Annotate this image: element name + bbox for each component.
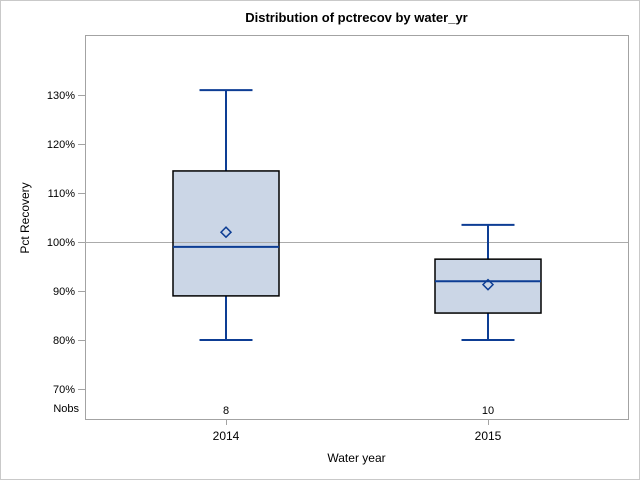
y-tick-label: 130%: [47, 90, 75, 102]
chart-title: Distribution of pctrecov by water_yr: [245, 10, 468, 25]
nobs-value-2015: 10: [482, 405, 494, 417]
box-fill-2014: [173, 170, 279, 296]
y-tick-label: 110%: [48, 188, 76, 200]
y-tick-label: 120%: [47, 139, 75, 151]
y-tick-label: 70%: [53, 384, 75, 396]
x-tick-label-2015: 2015: [475, 429, 502, 443]
nobs-value-2014: 8: [223, 405, 229, 417]
box-outline-2014: [172, 170, 280, 297]
box-outline-2015: [434, 258, 542, 314]
x-tick-label-2014: 2014: [213, 429, 240, 443]
plot-wall-border: [85, 35, 629, 420]
box-fill-2015: [435, 259, 541, 314]
y-tick-label: 90%: [53, 286, 75, 298]
nobs-row-label: Nobs: [53, 403, 79, 415]
mean-diamond-2014: [219, 226, 233, 239]
y-tick-label: 100%: [47, 237, 75, 249]
mean-diamond-2015: [481, 278, 495, 291]
x-axis-title: Water year: [327, 451, 386, 465]
y-tick-label: 80%: [53, 335, 75, 347]
